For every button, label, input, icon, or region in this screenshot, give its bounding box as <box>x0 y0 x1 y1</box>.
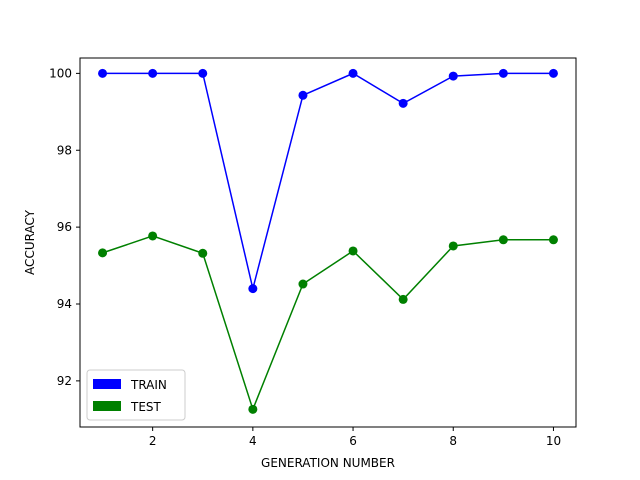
series-line-test <box>102 235 554 412</box>
legend: TRAIN TEST <box>86 369 186 421</box>
x-axis-ticks: 2 4 6 8 10 <box>149 427 561 448</box>
series-line-train <box>102 72 554 289</box>
legend-label-train: TRAIN <box>130 378 167 392</box>
data-point-test <box>398 294 408 304</box>
data-point-test <box>548 235 558 245</box>
data-point-test <box>248 404 258 414</box>
series-train <box>98 68 558 294</box>
y-axis-ticks: 92 94 96 98 100 <box>49 66 80 388</box>
series-layer <box>98 68 558 414</box>
data-point-train <box>348 68 358 78</box>
x-tick-label: 4 <box>249 434 257 448</box>
x-tick-label: 8 <box>449 434 457 448</box>
x-tick-label: 6 <box>349 434 357 448</box>
x-tick-label: 10 <box>546 434 561 448</box>
y-tick-label: 100 <box>49 66 72 80</box>
data-point-train <box>148 68 158 78</box>
x-axis-label: GENERATION NUMBER <box>261 456 395 470</box>
data-point-train <box>548 68 558 78</box>
data-point-train <box>98 68 108 78</box>
y-tick-label: 94 <box>57 297 72 311</box>
data-point-train <box>248 284 258 294</box>
data-point-test <box>348 246 358 256</box>
series-test <box>98 231 558 414</box>
legend-swatch-test <box>93 401 121 411</box>
y-axis-label: ACCURACY <box>23 209 37 275</box>
data-point-train <box>398 98 408 108</box>
data-point-test <box>498 235 508 245</box>
legend-swatch-train <box>93 379 121 389</box>
data-point-train <box>498 68 508 78</box>
data-point-train <box>448 71 458 81</box>
legend-label-test: TEST <box>130 400 162 414</box>
y-tick-label: 98 <box>57 143 72 157</box>
y-tick-label: 96 <box>57 220 72 234</box>
data-point-test <box>198 248 208 258</box>
axes-frame <box>79 57 577 428</box>
data-point-test <box>298 279 308 289</box>
y-tick-label: 92 <box>57 374 72 388</box>
data-point-train <box>298 90 308 100</box>
data-point-test <box>148 231 158 241</box>
x-tick-label: 2 <box>149 434 157 448</box>
data-point-test <box>98 248 108 258</box>
data-point-test <box>448 241 458 251</box>
data-point-train <box>198 68 208 78</box>
